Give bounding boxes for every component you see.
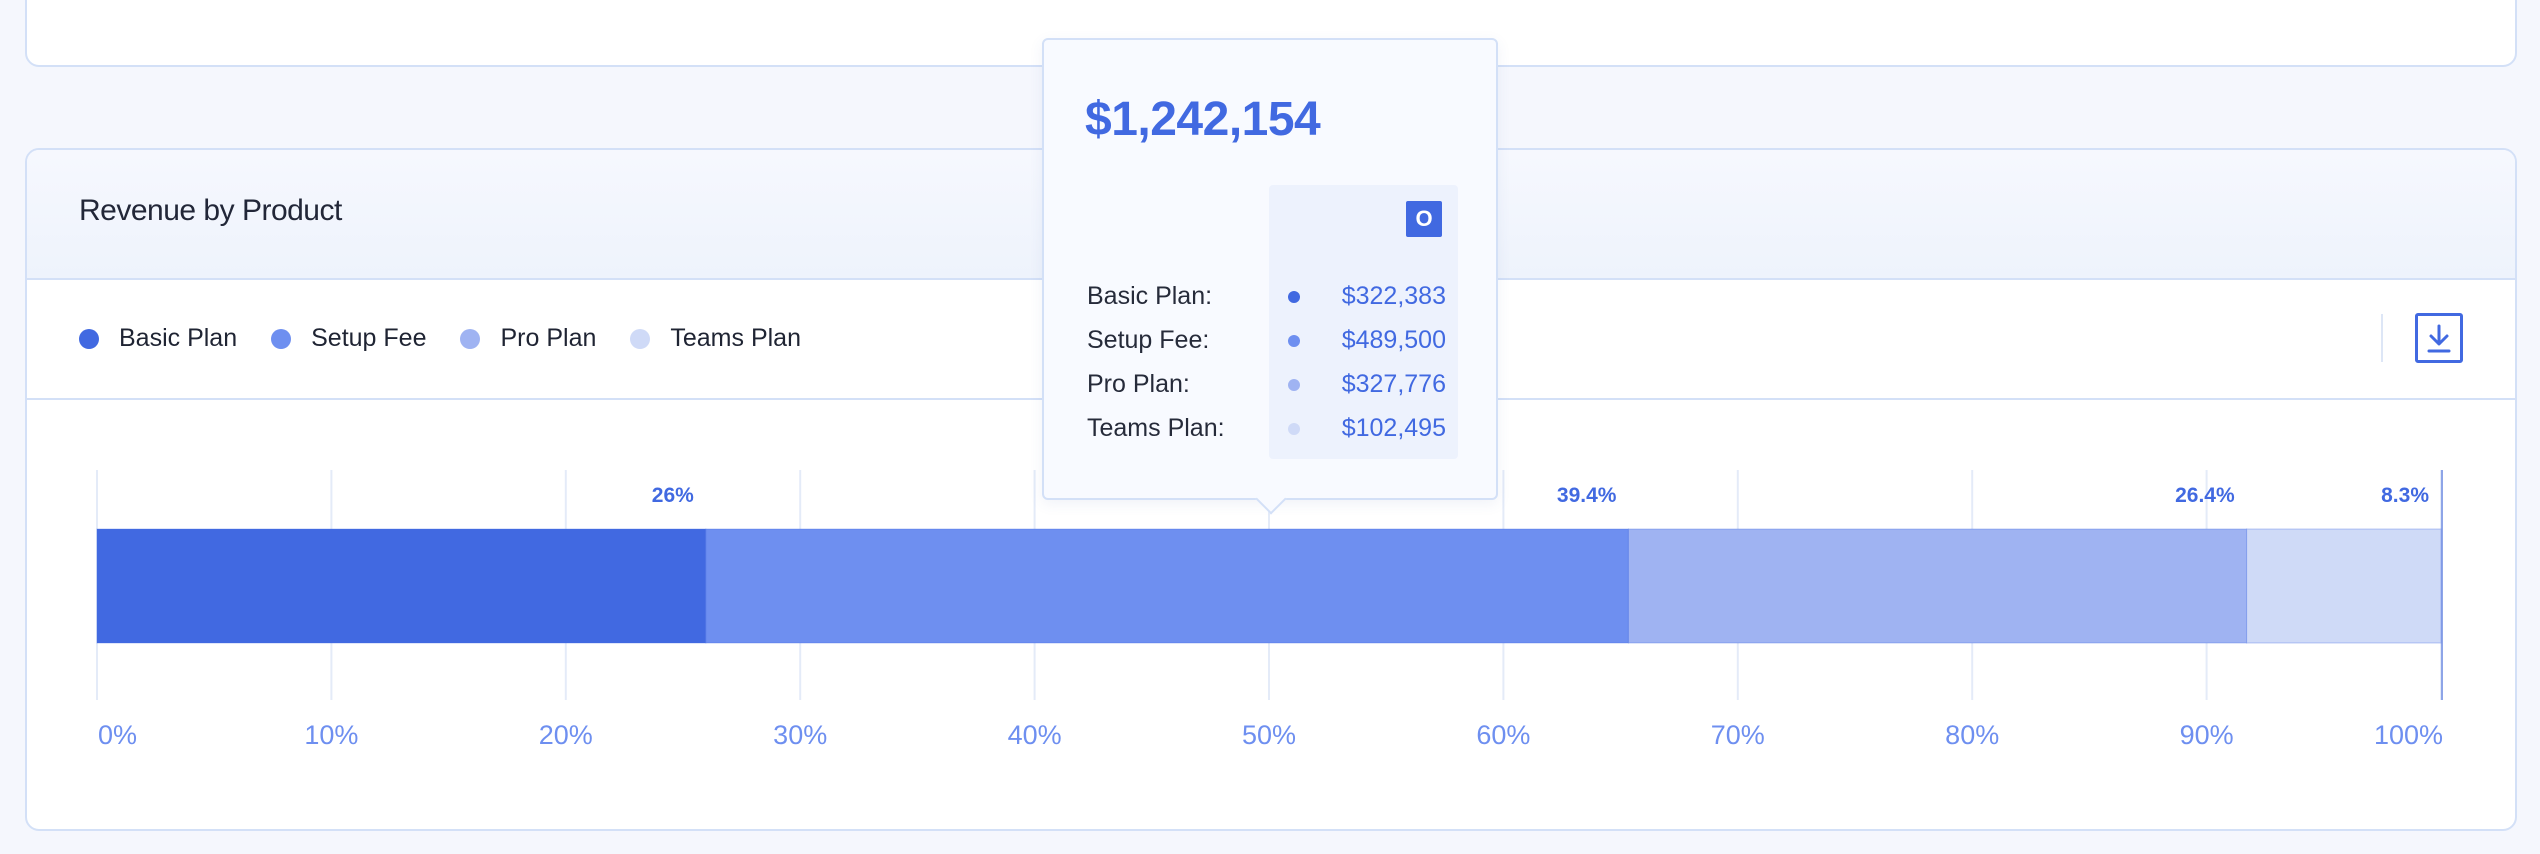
bar-segment-basic-plan [96,528,707,644]
tooltip-row-label: Basic Plan: [1087,282,1213,310]
x-tick-label: 50% [1242,720,1296,750]
download-icon [2427,324,2451,353]
bar-segment-setup-fee [705,528,1629,644]
tooltip-row-value: $102,495 [1341,414,1446,442]
tooltip-badge[interactable]: O [1406,201,1442,237]
x-tick-label: 20% [539,720,593,750]
legend-label: Teams Plan [670,324,801,352]
tooltip-row-value: $322,383 [1341,282,1446,310]
x-tick-label: 60% [1476,720,1530,750]
tooltip-row-setup-fee: Setup Fee: $489,500 [1044,318,1500,362]
legend-dot-teams-plan [630,328,651,349]
chart-data-labels: 26% 39.4% 26.4% 8.3% [652,484,2430,507]
legend-item-setup-fee[interactable]: Setup Fee [271,324,426,353]
tooltip-row-basic-plan: Basic Plan: $322,383 [1044,274,1500,318]
tooltip-row-dot [1288,379,1300,391]
tooltip-row-teams-plan: Teams Plan: $102,495 [1044,406,1500,450]
legend-dot-setup-fee [271,328,292,349]
download-button[interactable] [2415,313,2463,363]
chart-x-tick-labels: 0% 10% 20% 30% 40% 50% 60% 70% 80% 90% 100% [98,720,2443,750]
x-tick-label: 30% [773,720,827,750]
chart-legend: Basic Plan Setup Fee Pro Plan Teams Plan [79,324,835,353]
bar-segment-teams-plan [2246,528,2442,644]
legend-item-basic-plan[interactable]: Basic Plan [79,324,237,353]
tooltip-row-label: Setup Fee: [1087,326,1210,354]
data-label: 8.3% [2381,484,2429,507]
tooltip-row-label: Pro Plan: [1087,370,1190,398]
chart-tooltip: $1,242,154 O Basic Plan: $322,383 Setup … [1042,38,1500,515]
x-tick-label: 90% [2180,720,2234,750]
toolbar-divider [2381,314,2383,362]
legend-label: Basic Plan [119,324,238,352]
legend-dot-pro-plan [460,328,481,349]
tooltip-row-dot [1288,291,1300,303]
x-tick-label: 80% [1945,720,1999,750]
tooltip-row-dot [1288,423,1300,435]
legend-item-pro-plan[interactable]: Pro Plan [460,324,596,353]
card-title: Revenue by Product [79,194,342,227]
chart-bars [96,528,2442,644]
x-tick-label: 10% [304,720,358,750]
tooltip-row-label: Teams Plan: [1087,414,1225,442]
tooltip-row-dot [1288,335,1300,347]
data-label: 26.4% [2175,484,2235,507]
tooltip-row-value: $327,776 [1341,370,1446,398]
data-label: 39.4% [1557,484,1617,507]
legend-label: Setup Fee [311,324,427,352]
legend-label: Pro Plan [500,324,597,352]
tooltip-row-pro-plan: Pro Plan: $327,776 [1044,362,1500,406]
tooltip-total: $1,242,154 [1085,93,1321,146]
x-tick-label: 40% [1008,720,1062,750]
x-tick-label: 100% [2374,720,2443,750]
tooltip-row-value: $489,500 [1341,326,1446,354]
x-tick-label: 0% [98,720,137,750]
legend-dot-basic-plan [79,328,99,349]
bar-segment-pro-plan [1627,528,2248,644]
x-tick-label: 70% [1711,720,1765,750]
legend-item-teams-plan[interactable]: Teams Plan [630,324,801,353]
data-label: 26% [652,484,694,507]
